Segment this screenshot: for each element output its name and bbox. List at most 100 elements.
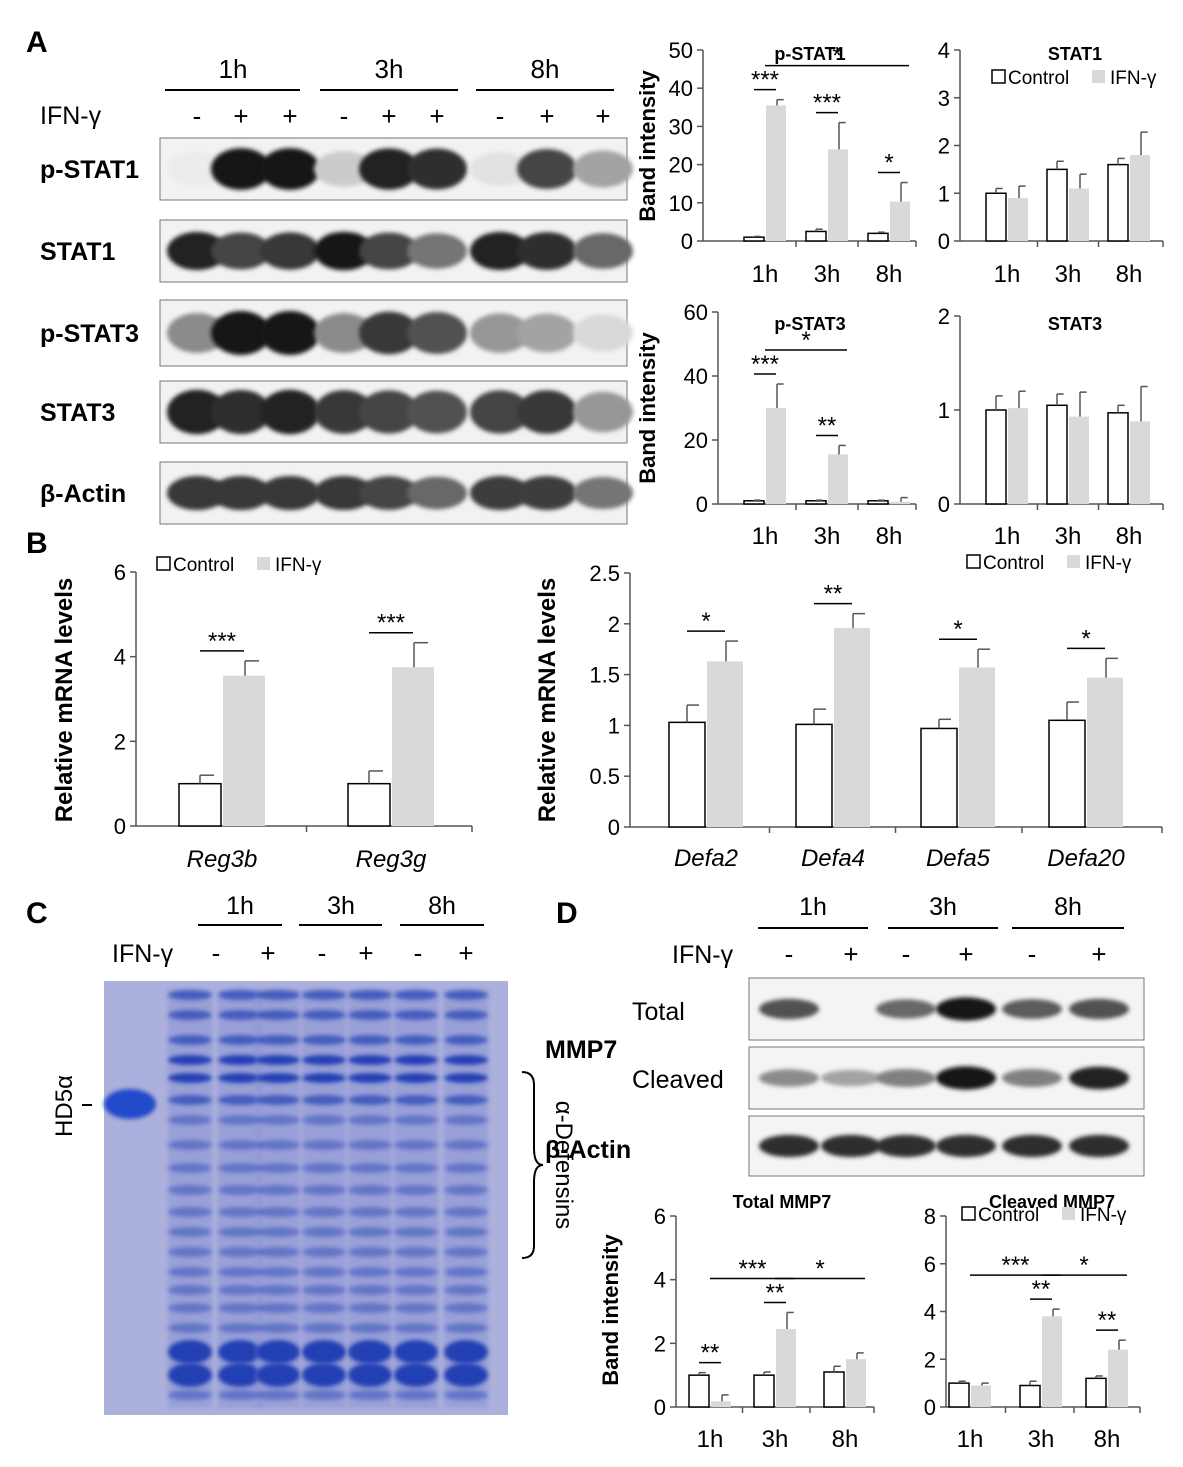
bar-control <box>1046 168 1068 242</box>
gel-band <box>444 1140 488 1150</box>
y-tick-label: 2 <box>608 612 620 637</box>
y-tick-label: 2 <box>654 1331 666 1356</box>
bar-ifn <box>1069 416 1089 504</box>
blot-band <box>407 390 467 434</box>
blot-band <box>1002 999 1062 1019</box>
defensin-label: α-Defensins <box>550 1101 577 1230</box>
bar-control <box>1107 412 1129 505</box>
y-tick-label: 2 <box>114 729 126 754</box>
y-tick-label: 1 <box>938 398 950 423</box>
gel-band <box>444 1285 488 1295</box>
x-category-label: 8h <box>1116 261 1143 288</box>
coomassie-gel-c: 1h 3h 8h IFN-γ - + - + - + HD5α α-Defensins <box>51 892 577 1415</box>
gel-band <box>256 1010 300 1020</box>
x-category-label: 1h <box>752 261 779 288</box>
gel-band <box>394 1363 438 1387</box>
gel-band <box>348 1227 392 1237</box>
gel-band <box>256 1303 300 1313</box>
bar-control <box>805 230 827 242</box>
blot-band <box>821 1069 881 1087</box>
blot-band <box>407 476 467 510</box>
x-category-label: 3h <box>762 1426 789 1453</box>
x-category-label: 3h <box>1028 1426 1055 1453</box>
bar-ifn <box>392 667 434 826</box>
gel-band <box>218 1035 262 1045</box>
western-blot-a: 1h 3h 8h IFN-γ - + + - + + - + + p-STAT1 STAT1 p-S… <box>40 54 633 525</box>
blot-band <box>759 1134 819 1158</box>
blot-band <box>359 232 419 270</box>
gel-band <box>256 990 300 1000</box>
blot-band <box>517 313 577 353</box>
gel-band <box>168 990 212 1000</box>
x-category-label: 1h <box>957 1426 984 1453</box>
gel-band <box>302 1285 346 1295</box>
defensin-bracket <box>521 1071 544 1259</box>
gel-band <box>168 1055 212 1065</box>
bar-ifn <box>1069 188 1089 241</box>
legend-label: IFN-γ <box>1085 553 1132 574</box>
treatment-sign: + <box>282 101 297 131</box>
time-label: 1h <box>799 893 827 921</box>
blot-band <box>359 476 419 510</box>
blot-band <box>167 313 227 353</box>
treatment-sign: + <box>260 938 275 968</box>
gel-band <box>394 1115 438 1125</box>
gel-band <box>302 1390 346 1400</box>
chart-title: p-STAT3 <box>774 314 845 334</box>
gel-band <box>394 1303 438 1313</box>
bar-ifn <box>1130 155 1150 241</box>
bar-control <box>688 1374 710 1408</box>
gel-band <box>348 1035 392 1045</box>
y-tick-label: 0.5 <box>589 764 620 789</box>
significance-stars: * <box>832 43 841 70</box>
bar-ifn <box>1130 421 1150 504</box>
significance-stars: ** <box>1098 1307 1117 1334</box>
panel-label-b: B <box>26 527 48 560</box>
blot-band <box>314 475 374 511</box>
gel-band <box>302 990 346 1000</box>
bar-ifn <box>828 454 848 504</box>
x-category-label: Defa2 <box>674 845 738 872</box>
blot-band <box>573 233 633 269</box>
gel-band <box>218 1247 262 1257</box>
protein-label: MMP7 <box>545 1036 617 1064</box>
bar-control <box>347 782 391 827</box>
y-tick-label: 0 <box>696 492 708 517</box>
gel-band <box>218 1207 262 1217</box>
blot-band <box>211 475 271 511</box>
bar-ifn <box>1008 198 1028 241</box>
gel-band <box>218 1390 262 1400</box>
treatment-sign: + <box>595 101 610 131</box>
legend-swatch-control <box>966 554 981 569</box>
gel-band <box>218 1185 262 1195</box>
gel-band <box>348 1247 392 1257</box>
x-category-label: 1h <box>752 523 779 550</box>
blot-band <box>407 148 467 190</box>
blot-row-label: STAT3 <box>40 399 115 427</box>
blot-band <box>936 1134 996 1158</box>
gel-band <box>302 1247 346 1257</box>
gel-band <box>168 1363 212 1387</box>
gel-band <box>444 1363 488 1387</box>
y-tick-label: 2 <box>938 304 950 329</box>
blot-band <box>260 148 320 190</box>
gel-band <box>168 1115 212 1125</box>
gel-band <box>168 1390 212 1400</box>
significance-stars: ** <box>701 1340 720 1367</box>
y-tick-label: 4 <box>654 1268 666 1293</box>
chart-title: Total MMP7 <box>733 1192 832 1212</box>
significance-stars: ** <box>1032 1276 1051 1303</box>
gel-band <box>394 990 438 1000</box>
bar-control <box>753 1374 775 1408</box>
legend-swatch-ifn <box>1062 1207 1075 1220</box>
chart-reg: 0 2 4 6 Reg3b Reg3g Relative mRNA levels *** ***… <box>51 555 473 873</box>
blot-band <box>517 232 577 270</box>
y-tick-label: 0 <box>114 814 126 839</box>
blot-band <box>1002 1069 1062 1087</box>
x-category-label: 8h <box>1094 1426 1121 1453</box>
y-tick-label: 4 <box>114 645 126 670</box>
x-category-label: 8h <box>876 523 903 550</box>
gel-band <box>444 1010 488 1020</box>
gel-band <box>348 1285 392 1295</box>
